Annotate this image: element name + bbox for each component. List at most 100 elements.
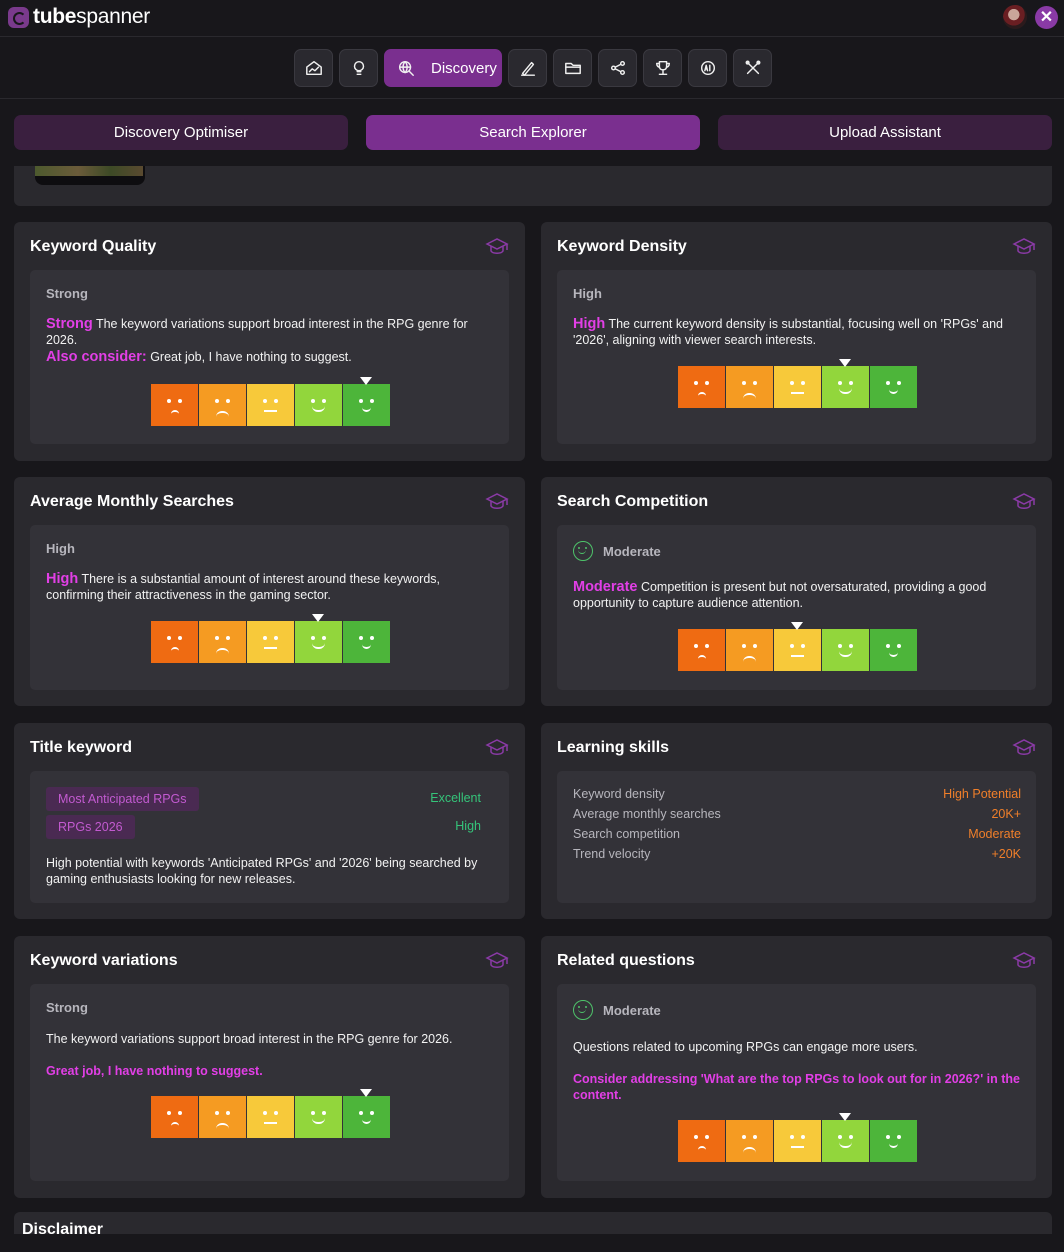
user-avatar[interactable] [1003, 5, 1027, 29]
related-questions-card: Related questions Moderate Questions rel… [541, 936, 1052, 1198]
rating-meter [151, 614, 391, 663]
very-happy-face-icon [870, 366, 917, 408]
happy-face-icon [822, 1120, 869, 1162]
title-keyword-description: High potential with keywords 'Anticipate… [46, 856, 478, 886]
share-icon [610, 60, 625, 76]
disclaimer-title: Disclaimer [22, 1221, 103, 1234]
level-marker [839, 1113, 851, 1121]
variations-description: The keyword variations support broad int… [46, 1032, 453, 1046]
neutral-face-icon [247, 384, 294, 426]
tools-icon [745, 60, 760, 75]
graduation-cap-icon[interactable] [485, 491, 509, 513]
sad-face-icon [726, 366, 773, 408]
search-competition-card: Search Competition Moderate Moderate Com… [541, 477, 1052, 706]
folder-icon [564, 62, 581, 75]
keyword-chip[interactable]: RPGs 2026 [46, 815, 135, 839]
questions-description: Questions related to upcoming RPGs can e… [573, 1040, 918, 1054]
video-thumbnail[interactable] [35, 166, 145, 185]
nav-folder-button[interactable] [553, 49, 592, 87]
nav-tools-button[interactable] [733, 49, 772, 87]
level-marker [360, 1089, 372, 1097]
neutral-face-icon [247, 621, 294, 663]
rating-meter [678, 622, 918, 671]
very-happy-face-icon [343, 621, 390, 663]
video-panel [14, 166, 1052, 206]
keyword-quality-card: Keyword Quality Strong Strong The keywor… [14, 222, 525, 461]
very-sad-face-icon [678, 366, 725, 408]
very-happy-face-icon [343, 384, 390, 426]
very-sad-face-icon [151, 1096, 198, 1138]
title-keyword-panel: Most Anticipated RPGs Excellent RPGs 202… [30, 771, 509, 903]
graduation-cap-icon[interactable] [485, 236, 509, 258]
card-title: Keyword Density [557, 238, 687, 255]
avg-searches-panel: High High There is a substantial amount … [30, 525, 509, 690]
card-title: Average Monthly Searches [30, 493, 234, 510]
graduation-cap-icon[interactable] [485, 950, 509, 972]
keyword-rating: High [455, 819, 481, 833]
trophy-icon [655, 60, 670, 76]
graduation-cap-icon[interactable] [1012, 491, 1036, 513]
nav-trophy-button[interactable] [643, 49, 682, 87]
happy-face-icon [822, 629, 869, 671]
card-title: Learning skills [557, 739, 670, 756]
keyword-variations-card: Keyword variations Strong The keyword va… [14, 936, 525, 1198]
app-name: tubespanner [33, 5, 150, 28]
close-button[interactable]: ✕ [1035, 6, 1058, 29]
content-area[interactable]: Keyword Quality Strong Strong The keywor… [0, 166, 1064, 1234]
questions-suggestion: Consider addressing 'What are the top RP… [573, 1072, 1020, 1102]
card-title: Search Competition [557, 493, 709, 510]
happy-face-icon [295, 384, 342, 426]
related-questions-panel: Moderate Questions related to upcoming R… [557, 984, 1036, 1181]
avg-monthly-searches-card: Average Monthly Searches High High There… [14, 477, 525, 706]
subtab-discovery-optimiser[interactable]: Discovery Optimiser [14, 115, 348, 150]
very-sad-face-icon [678, 629, 725, 671]
subtab-upload-assistant[interactable]: Upload Assistant [718, 115, 1052, 150]
level-marker [791, 622, 803, 630]
skill-row: Average monthly searches 20K+ [573, 807, 1021, 821]
level-label: High [46, 541, 75, 556]
search-competition-panel: Moderate Moderate Competition is present… [557, 525, 1036, 690]
sad-face-icon [726, 629, 773, 671]
happy-face-icon [822, 366, 869, 408]
searches-description: High There is a substantial amount of in… [46, 571, 440, 602]
nav-ai-button[interactable] [688, 49, 727, 87]
variations-suggestion: Great job, I have nothing to suggest. [46, 1064, 263, 1078]
smile-icon [573, 1000, 593, 1020]
graduation-cap-icon[interactable] [1012, 950, 1036, 972]
card-title: Title keyword [30, 739, 132, 756]
nav-home-button[interactable] [294, 49, 333, 87]
competition-description: Moderate Competition is present but not … [573, 579, 987, 610]
nav-discovery-label: Discovery [431, 59, 497, 77]
level-marker [312, 614, 324, 622]
app-logo[interactable]: tubespanner [8, 5, 150, 29]
graduation-cap-icon[interactable] [1012, 737, 1036, 759]
sad-face-icon [199, 621, 246, 663]
sad-face-icon [726, 1120, 773, 1162]
keyword-variations-panel: Strong The keyword variations support br… [30, 984, 509, 1181]
happy-face-icon [295, 621, 342, 663]
card-title: Keyword Quality [30, 238, 157, 255]
level-label: Moderate [603, 1002, 661, 1018]
subtab-search-explorer[interactable]: Search Explorer [366, 115, 700, 150]
learning-skills-card: Learning skills Keyword density High Pote… [541, 723, 1052, 919]
graduation-cap-icon[interactable] [485, 737, 509, 759]
neutral-face-icon [774, 629, 821, 671]
sad-face-icon [199, 1096, 246, 1138]
also-consider: Also consider: Great job, I have nothing… [46, 349, 352, 365]
nav-editor-button[interactable] [508, 49, 547, 87]
neutral-face-icon [774, 1120, 821, 1162]
keyword-chip[interactable]: Most Anticipated RPGs [46, 787, 199, 811]
globe-search-icon [398, 60, 414, 76]
nav-share-button[interactable] [598, 49, 637, 87]
rating-meter [151, 377, 391, 426]
level-row: Moderate [573, 541, 661, 561]
smile-icon [573, 541, 593, 561]
rating-meter [678, 359, 918, 408]
density-description: High The current keyword density is subs… [573, 316, 1004, 347]
graduation-cap-icon[interactable] [1012, 236, 1036, 258]
quality-description: Strong The keyword variations support br… [46, 316, 468, 347]
sad-face-icon [199, 384, 246, 426]
nav-ideas-button[interactable] [339, 49, 378, 87]
nav-discovery-button[interactable]: Discovery [384, 49, 502, 87]
logo-icon [8, 6, 29, 28]
